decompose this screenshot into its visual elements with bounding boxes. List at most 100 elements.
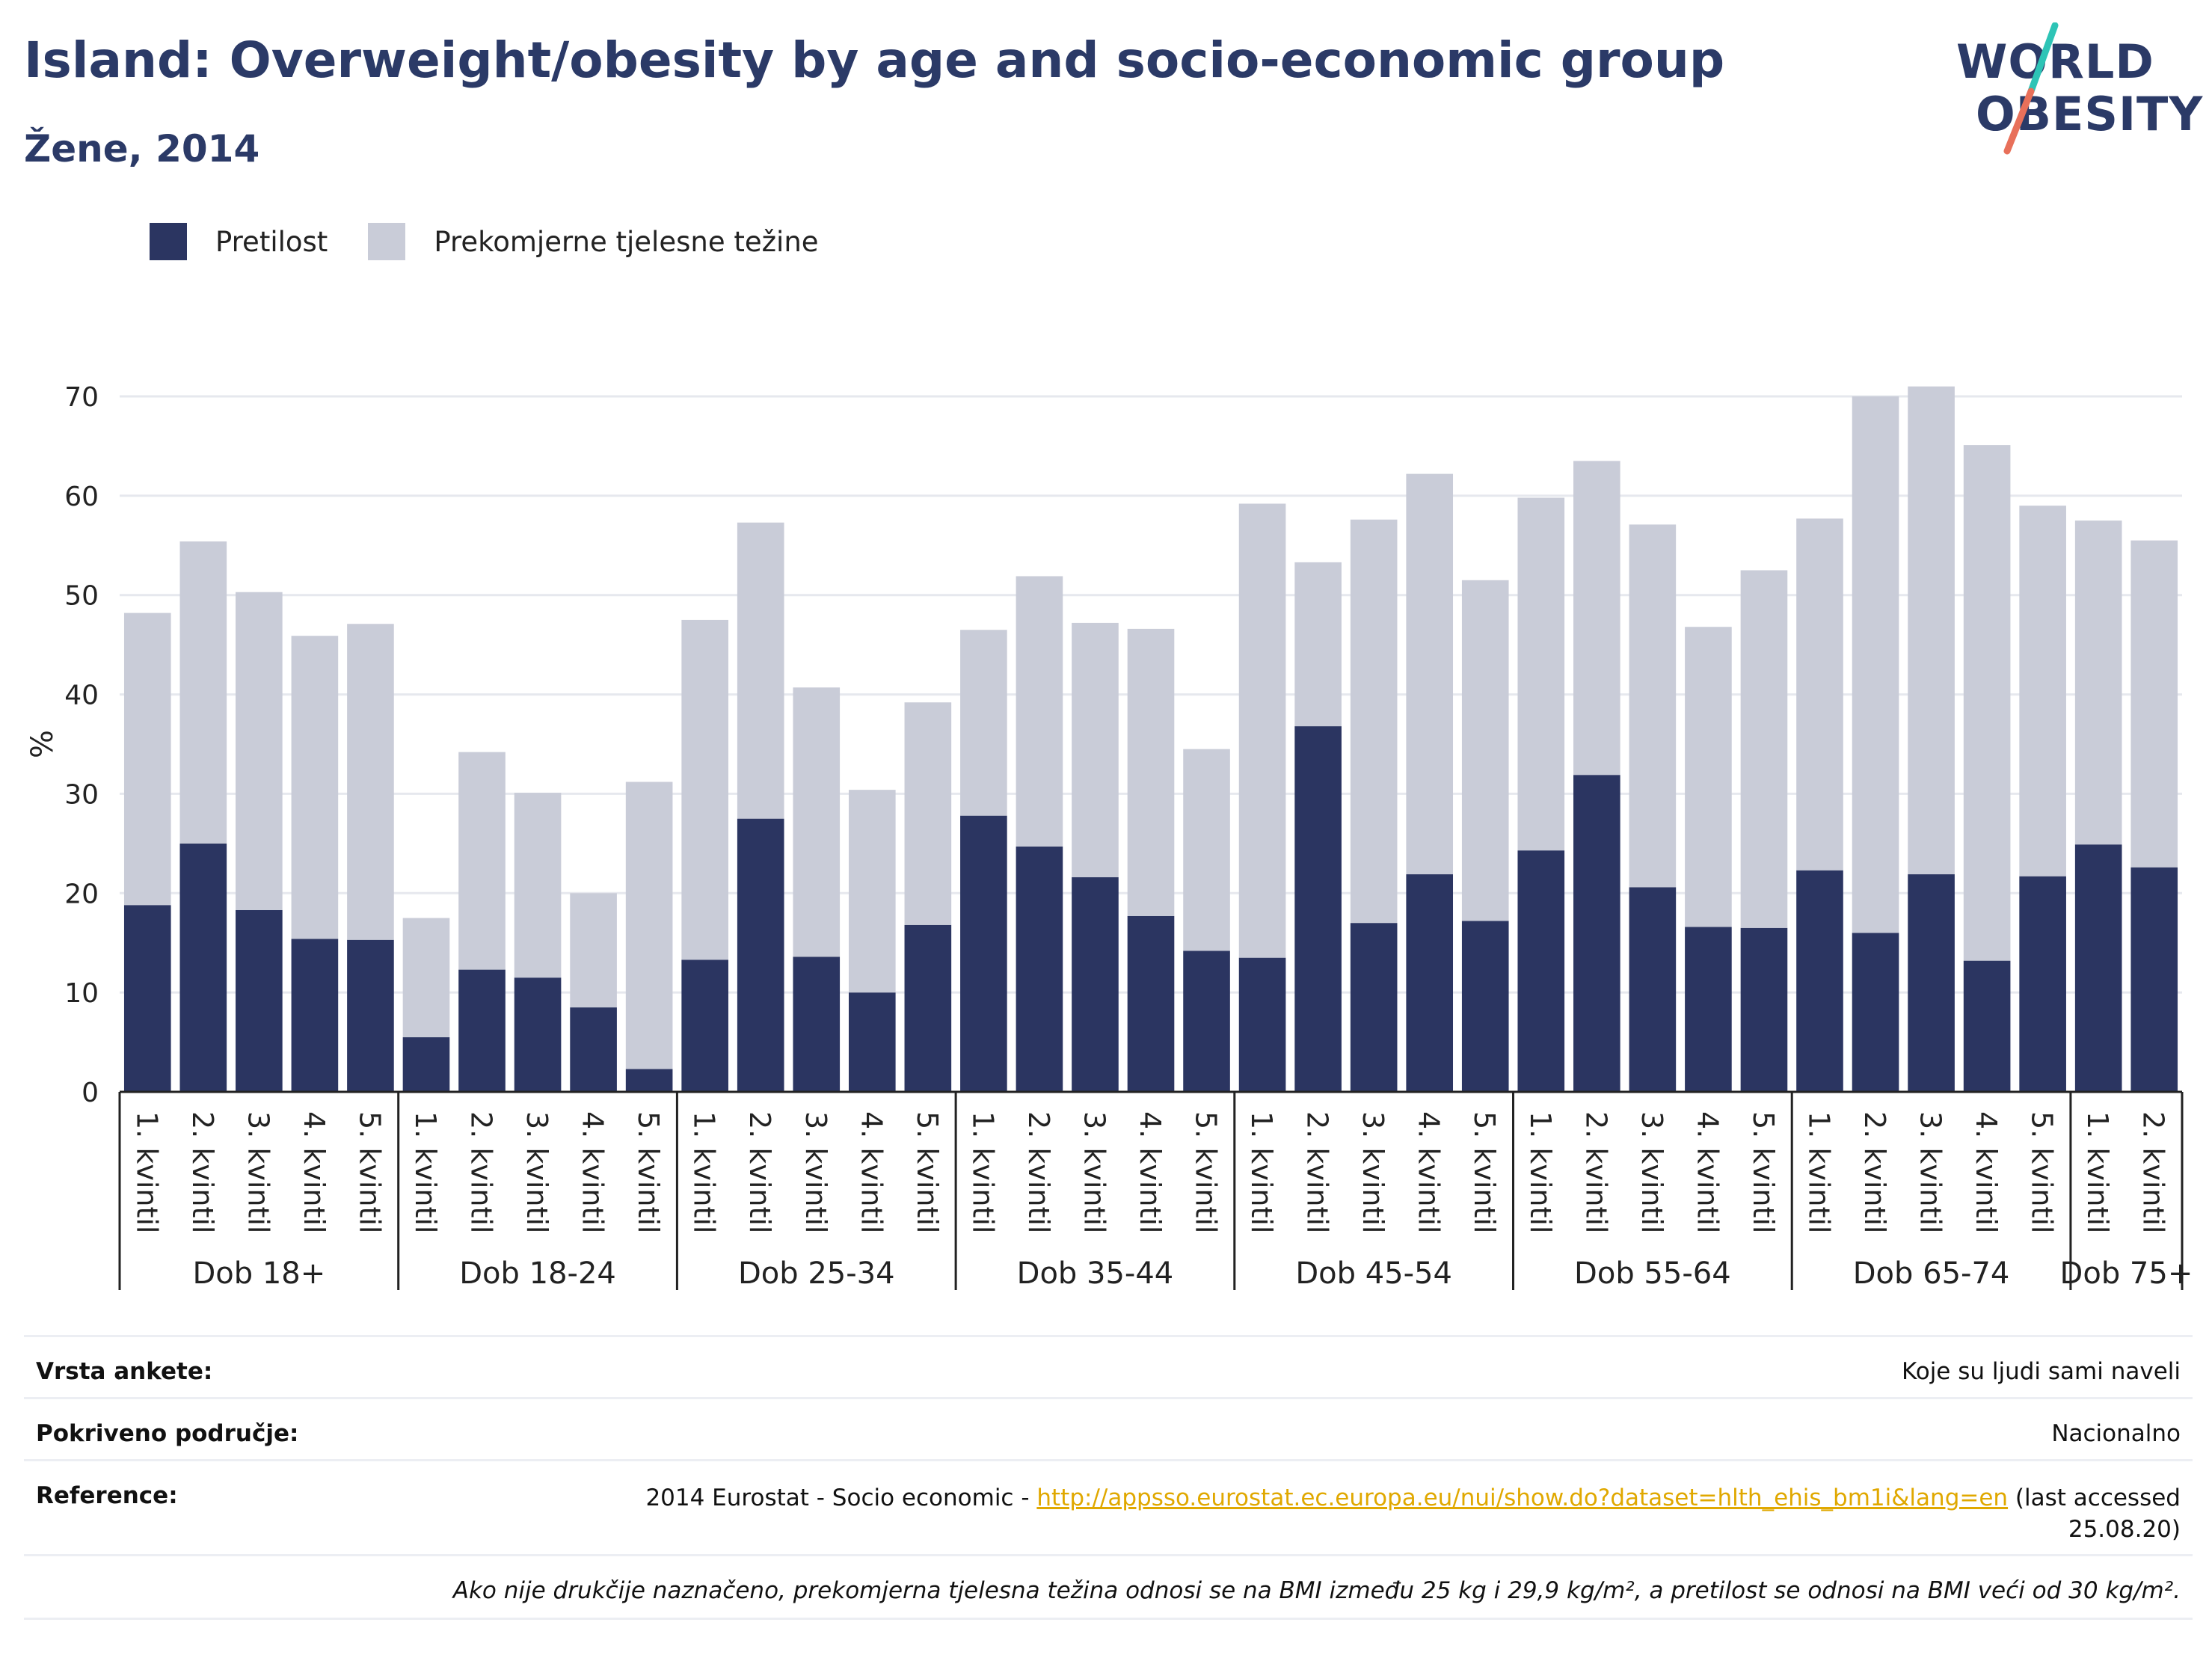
bar-overweight [1294,562,1342,727]
bar-obesity [848,992,896,1092]
chart-legend: Pretilost Prekomjerne tjelesne težine [150,221,859,262]
bar-overweight [1461,580,1509,921]
info-value-survey-type: Koje su ljudi sami naveli [1901,1358,2181,1385]
bar-obesity [458,969,506,1092]
x-tick-label: 2. kvintil [743,1111,776,1234]
world-obesity-logo: WORLD OBESITY [1944,22,2202,157]
x-tick-label: 1. kvintil [1524,1111,1557,1234]
x-tick-label: 2. kvintil [1579,1111,1612,1234]
bar-obesity [2074,844,2122,1092]
x-tick-label: 5. kvintil [353,1111,386,1234]
bar-overweight [1573,461,1620,776]
bar-obesity [793,957,841,1092]
x-tick-label: 5. kvintil [2026,1111,2059,1234]
bar-overweight [402,918,450,1037]
x-tick-label: 2. kvintil [186,1111,219,1234]
bar-obesity [514,977,562,1092]
bar-obesity [570,1007,617,1092]
bar-overweight [1685,627,1732,927]
y-tick-label: 30 [64,779,99,810]
group-label: Dob 65-74 [1853,1256,2010,1291]
reference-link[interactable]: http://appsso.eurostat.ec.europa.eu/nui/… [1036,1484,2009,1511]
bar-overweight [236,592,283,910]
bar-obesity [1461,921,1509,1092]
bar-overweight [960,630,1007,816]
stacked-bar-chart: 0 10 20 30 40 50 60 70% 1. kvintil 2. kvintil 3. k… [25,382,2193,1291]
group-label: Dob 25-34 [738,1256,895,1291]
group-label: Dob 18+ [192,1256,325,1291]
x-tick-label: 5. kvintil [1468,1111,1501,1234]
y-tick-label: 40 [64,681,99,711]
bar-obesity [1072,877,1119,1092]
x-tick-label: 5. kvintil [911,1111,944,1234]
bar-obesity [2130,867,2178,1092]
bar-overweight [2074,521,2122,845]
bar-obesity [1183,951,1230,1092]
group-label: Dob 45-54 [1295,1256,1452,1291]
bar-overweight [1238,503,1286,958]
legend-item-overweight: Prekomjerne tjelesne težine [368,223,819,260]
legend-swatch-overweight [368,223,406,260]
bar-overweight [1517,497,1565,851]
x-tick-label: 3. kvintil [1357,1111,1389,1234]
info-key-survey-type: Vrsta ankete: [36,1358,213,1385]
bar-overweight [737,522,784,819]
bar-overweight [1796,518,1843,871]
bar-obesity [1685,927,1732,1092]
reference-accessed-date: 25.08.20) [2068,1516,2181,1543]
x-tick-label: 2. kvintil [1022,1111,1055,1234]
bar-overweight [2019,506,2066,876]
bar-obesity [1350,923,1398,1092]
bar-obesity [1573,775,1620,1092]
x-tick-label: 4. kvintil [577,1111,609,1234]
x-tick-label: 3. kvintil [799,1111,832,1234]
bar-obesity [1294,726,1342,1092]
x-tick-label: 2. kvintil [465,1111,498,1234]
bar-overweight [1629,524,1677,888]
y-axis-label: % [25,730,60,758]
reference-accessed-text: (last accessed [2008,1484,2181,1511]
x-tick-label: 2. kvintil [1301,1111,1334,1234]
info-row-survey-type: Vrsta ankete: Koje su ljudi sami naveli [24,1335,2193,1397]
y-tick-label: 0 [82,1078,99,1108]
bar-obesity [1127,915,1175,1092]
x-tick-label: 1. kvintil [1245,1111,1278,1234]
x-tick-label: 1. kvintil [1802,1111,1835,1234]
legend-swatch-obesity [150,223,187,260]
bar-obesity [960,815,1007,1092]
y-tick-label: 70 [64,382,99,413]
group-label: Dob 55-64 [1574,1256,1731,1291]
bar-overweight [514,793,562,978]
bar-overweight [848,790,896,993]
x-tick-label: 1. kvintil [130,1111,163,1234]
bar-overweight [625,782,673,1069]
bar-overweight [904,702,952,925]
bar-overweight [1908,386,1955,875]
x-tick-label: 4. kvintil [1134,1111,1167,1234]
bar-overweight [1852,396,1899,933]
info-value-coverage: Nacionalno [2051,1420,2181,1447]
y-tick-label: 60 [64,482,99,512]
x-tick-label: 2. kvintil [2137,1111,2170,1234]
reference-source-text: 2014 Eurostat - Socio economic - [645,1484,1037,1511]
bar-obesity [291,939,339,1092]
y-tick-label: 10 [64,978,99,1009]
bar-obesity [1740,927,1788,1092]
y-tick-label: 20 [64,879,99,909]
x-tick-label: 1. kvintil [409,1111,442,1234]
logo-word-world: WORLD [1956,34,2154,89]
x-tick-label: 4. kvintil [1691,1111,1724,1234]
bar-overweight [1963,445,2011,961]
page-title: Island: Overweight/obesity by age and so… [24,31,1725,89]
x-tick-label: 5. kvintil [1747,1111,1780,1234]
bar-obesity [123,905,171,1092]
x-tick-label: 3. kvintil [1914,1111,1947,1234]
y-tick-label: 50 [64,581,99,612]
x-tick-label: 3. kvintil [242,1111,274,1234]
group-label: Dob 18-24 [459,1256,616,1291]
bar-overweight [291,636,339,939]
bar-obesity [1852,933,1899,1092]
bar-obesity [2019,876,2066,1092]
info-row-footnote: Ako nije drukčije naznačeno, prekomjerna… [24,1554,2193,1620]
bar-overweight [347,624,394,940]
